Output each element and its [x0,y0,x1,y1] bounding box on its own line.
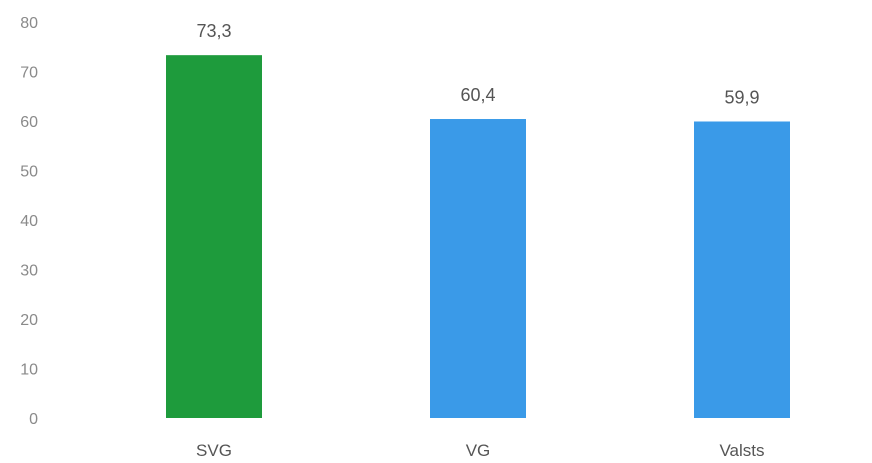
data-label-svg: 73,3 [196,21,231,41]
y-tick-label: 40 [20,213,38,230]
bar-valsts [694,121,790,419]
y-tick-label: 10 [20,362,38,379]
y-tick-label: 60 [20,114,38,131]
y-tick-label: 20 [20,312,38,329]
y-tick-label: 30 [20,263,38,280]
y-axis: 0 10 20 30 40 50 60 70 80 [20,15,38,428]
x-tick-label-vg: VG [466,441,491,460]
y-tick-label: 80 [20,15,38,32]
x-tick-label-valsts: Valsts [719,441,764,460]
data-label-vg: 60,4 [460,85,495,105]
bar-vg [430,119,526,419]
y-tick-label: 0 [29,411,38,428]
x-axis: SVG VG Valsts [196,441,764,460]
x-tick-label-svg: SVG [196,441,232,460]
data-label-valsts: 59,9 [724,87,759,107]
y-tick-label: 50 [20,164,38,181]
y-tick-label: 70 [20,65,38,82]
bar-svg [166,55,262,418]
bars: 73,3 60,4 59,9 [166,21,790,419]
